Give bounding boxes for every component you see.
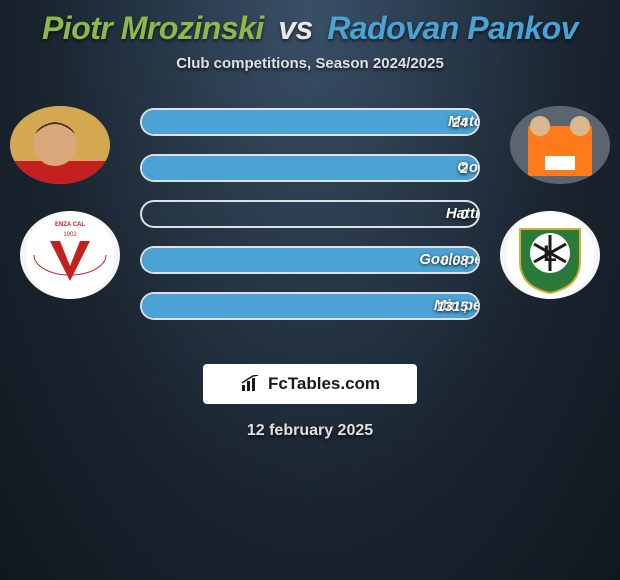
player1-name: Piotr Mrozinski (42, 10, 264, 46)
player2-club-badge: L (500, 211, 600, 299)
stat-bars: Matches 24 Goals 2 Hattricks 0 (140, 108, 480, 338)
stat-right-value: 0.08 (441, 248, 468, 272)
main-area: ENZA CAL 1902 L Matches 24 (0, 96, 620, 356)
stat-bar-hattricks: Hattricks 0 (140, 200, 480, 228)
brand-text: FcTables.com (268, 374, 380, 394)
player2-name: Radovan Pankov (327, 10, 578, 46)
subtitle: Club competitions, Season 2024/2025 (0, 55, 620, 72)
date: 12 february 2025 (0, 422, 620, 440)
comparison-card: Piotr Mrozinski vs Radovan Pankov Club c… (0, 0, 620, 440)
stat-label: Goals (310, 156, 480, 180)
stat-bar-goals: Goals 2 (140, 154, 480, 182)
svg-text:L: L (543, 241, 556, 266)
stat-right-value: 2 (460, 156, 468, 180)
player1-club-badge: ENZA CAL 1902 (20, 211, 120, 299)
chart-icon (240, 375, 262, 393)
player1-avatar (10, 106, 110, 184)
svg-text:ENZA CAL: ENZA CAL (55, 222, 85, 228)
svg-text:1902: 1902 (63, 232, 77, 238)
player2-avatar (510, 106, 610, 184)
stat-right-value: 24 (452, 110, 468, 134)
brand-badge: FcTables.com (203, 364, 417, 404)
stat-label: Hattricks (310, 202, 480, 226)
stat-bar-min-per-goal: Min per goal 1315 (140, 292, 480, 320)
title: Piotr Mrozinski vs Radovan Pankov (0, 10, 620, 47)
stat-bar-matches: Matches 24 (140, 108, 480, 136)
stat-right-value: 0 (460, 202, 468, 226)
vs-text: vs (278, 10, 313, 46)
stat-right-value: 1315 (437, 294, 468, 318)
stat-bar-goals-per-match: Goals per match 0.08 (140, 246, 480, 274)
